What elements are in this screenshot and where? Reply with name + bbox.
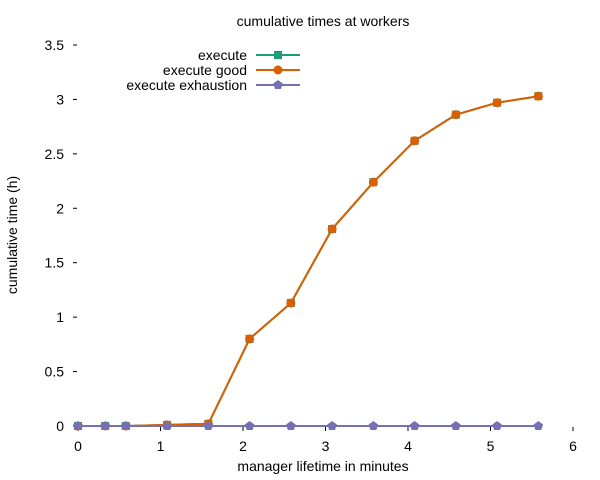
series-layer [73, 91, 544, 431]
legend-item: execute good [163, 62, 300, 78]
legend-item: execute exhaustion [126, 77, 300, 93]
x-tick-label: 1 [157, 438, 165, 454]
y-tick-label: 0 [56, 418, 64, 434]
x-axis-label: manager lifetime in minutes [237, 458, 408, 474]
x-tick-label: 3 [322, 438, 330, 454]
series-line [78, 95, 539, 427]
data-point [73, 421, 83, 430]
data-point [244, 421, 255, 430]
legend-swatch-marker [273, 65, 283, 75]
y-tick-label: 1.5 [45, 255, 65, 271]
series-execute-exhaustion [73, 421, 544, 430]
chart-title: cumulative times at workers [237, 13, 410, 29]
y-tick-label: 1 [56, 309, 64, 325]
y-tick-label: 2.5 [45, 146, 65, 162]
series-execute [74, 92, 543, 430]
x-tick-label: 4 [404, 438, 412, 454]
x-tick-label: 5 [487, 438, 495, 454]
data-point [492, 421, 502, 430]
legend-label: execute exhaustion [126, 77, 247, 93]
y-tick-label: 2 [56, 200, 64, 216]
x-tick-label: 6 [569, 438, 577, 454]
series-execute-good [73, 91, 543, 431]
data-point [100, 421, 110, 430]
legend-swatch-marker [274, 51, 282, 59]
data-point [245, 334, 255, 344]
legend-label: execute good [163, 62, 247, 78]
series-line [78, 95, 539, 427]
data-point [451, 110, 461, 120]
y-tick-label: 3.5 [45, 37, 65, 53]
data-point [162, 421, 172, 430]
x-tick-label: 2 [239, 438, 247, 454]
data-point [121, 421, 131, 430]
x-tick-label: 0 [74, 438, 82, 454]
data-point [533, 91, 543, 101]
legend-item: execute [198, 47, 300, 63]
legend-swatch-marker [273, 80, 283, 89]
data-point [327, 421, 337, 430]
data-point [203, 421, 214, 430]
data-point [368, 177, 378, 187]
data-point [451, 421, 461, 430]
y-axis-label: cumulative time (h) [4, 176, 20, 294]
data-point [492, 98, 502, 108]
data-point [410, 136, 420, 146]
legend-label: execute [198, 47, 247, 63]
x-axis: 0 1 2 3 4 5 6 [74, 427, 577, 454]
data-point [327, 224, 337, 234]
data-point [286, 298, 296, 308]
y-tick-label: 3 [56, 91, 64, 107]
data-point [368, 421, 379, 430]
data-point [286, 421, 296, 430]
data-point [409, 421, 420, 430]
data-point [533, 421, 544, 430]
y-tick-label: 0.5 [45, 364, 65, 380]
y-axis: 0 0.5 1 1.5 2 2.5 3 3.5 [45, 37, 77, 434]
